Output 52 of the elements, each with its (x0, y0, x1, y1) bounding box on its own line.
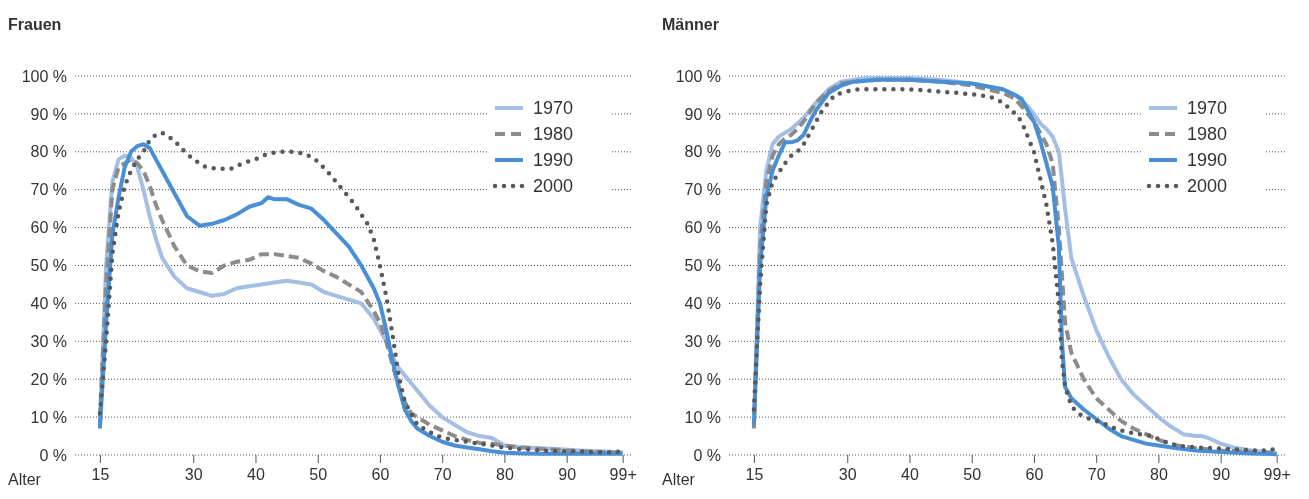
y-tick-label: 50 % (30, 257, 67, 275)
y-tick-label: 30 % (30, 332, 67, 350)
x-tick-label: 50 (963, 466, 982, 484)
x-axis-title: Alter (8, 471, 42, 488)
x-tick-label: 15 (91, 466, 110, 484)
x-tick-label: 50 (309, 466, 328, 484)
y-tick-label: 10 % (30, 408, 67, 426)
legend-label: 1980 (533, 124, 574, 144)
y-tick-label: 0 % (39, 446, 67, 464)
legend-label: 1990 (533, 150, 574, 170)
x-tick-label: 80 (496, 466, 514, 484)
x-axis-title: Alter (662, 471, 696, 488)
y-tick-label: 20 % (30, 370, 67, 388)
y-tick-label: 80 % (30, 143, 67, 161)
x-tick-label: 90 (558, 466, 577, 484)
legend-label: 1980 (1187, 124, 1228, 144)
x-tick-label: 99+ (609, 466, 637, 484)
y-tick-label: 40 % (684, 295, 721, 313)
x-tick-label: 60 (1025, 466, 1044, 484)
x-tick-label: 30 (184, 466, 203, 484)
y-tick-label: 100 % (675, 67, 721, 85)
y-tick-label: 70 % (684, 181, 721, 199)
y-tick-label: 90 % (684, 105, 721, 123)
y-tick-label: 90 % (30, 105, 67, 123)
legend-label: 2000 (1187, 176, 1228, 196)
chart-title: Frauen (8, 16, 62, 33)
y-tick-label: 0 % (693, 446, 721, 464)
x-tick-label: 99+ (1263, 466, 1291, 484)
x-tick-label: 40 (247, 466, 265, 484)
legend-label: 1970 (1187, 98, 1228, 118)
x-tick-label: 70 (433, 466, 452, 484)
y-tick-label: 30 % (684, 332, 721, 350)
y-tick-label: 10 % (684, 408, 721, 426)
legend-label: 2000 (533, 176, 574, 196)
x-tick-label: 90 (1212, 466, 1231, 484)
y-tick-label: 60 % (30, 219, 67, 237)
y-tick-label: 70 % (30, 181, 67, 199)
legend-label: 1970 (533, 98, 574, 118)
x-tick-label: 30 (838, 466, 857, 484)
y-tick-label: 50 % (684, 257, 721, 275)
x-tick-label: 70 (1087, 466, 1106, 484)
x-tick-label: 80 (1150, 466, 1168, 484)
legend-label: 1990 (1187, 150, 1228, 170)
chart-title: Männer (662, 16, 719, 33)
y-tick-label: 40 % (30, 295, 67, 313)
x-tick-label: 15 (745, 466, 764, 484)
y-tick-label: 80 % (684, 143, 721, 161)
y-tick-label: 20 % (684, 370, 721, 388)
x-tick-label: 40 (901, 466, 919, 484)
x-tick-label: 60 (371, 466, 390, 484)
y-tick-label: 100 % (21, 67, 67, 85)
y-tick-label: 60 % (684, 219, 721, 237)
